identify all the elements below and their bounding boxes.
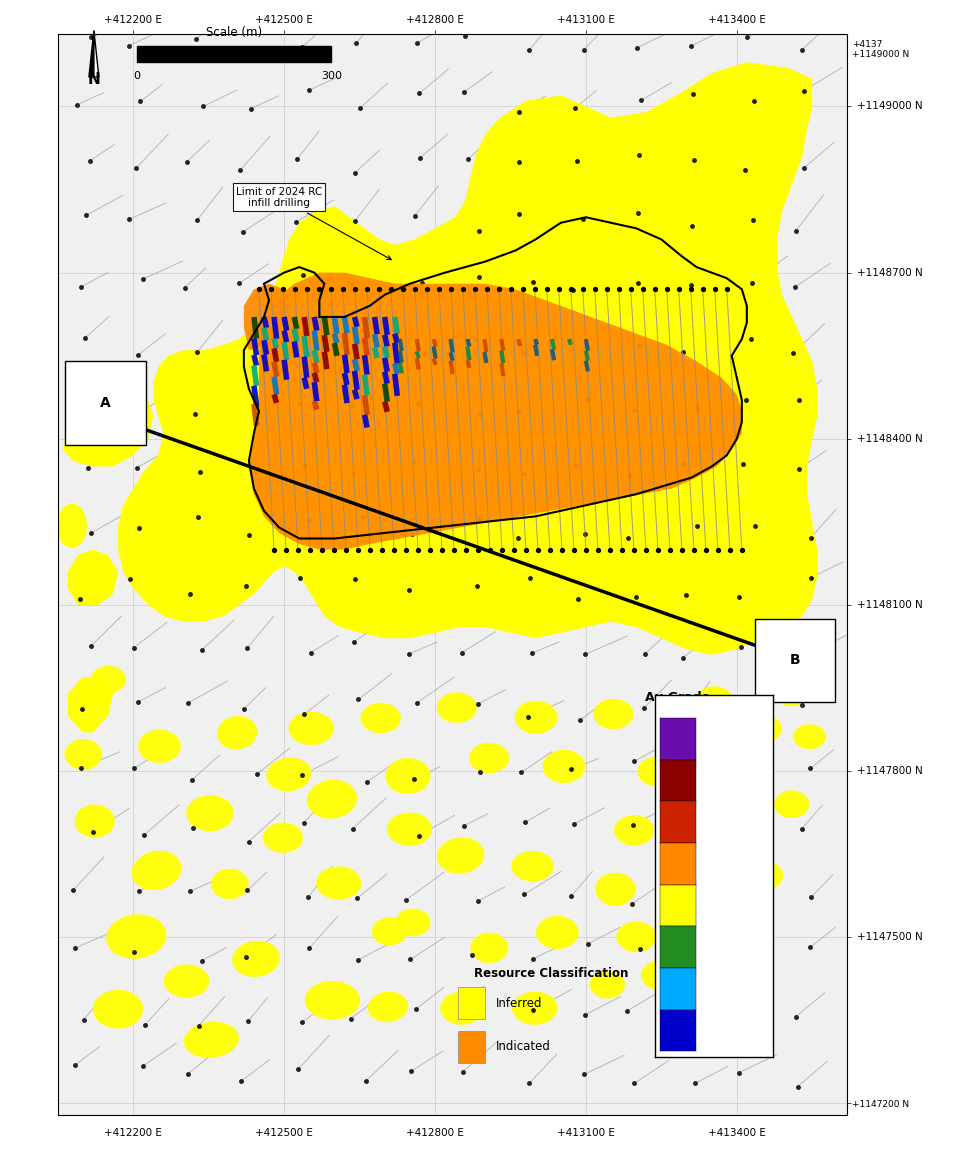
Ellipse shape xyxy=(664,902,710,935)
Ellipse shape xyxy=(688,954,730,987)
Text: Limit of 2024 RC
infill drilling: Limit of 2024 RC infill drilling xyxy=(236,186,391,260)
Ellipse shape xyxy=(595,872,636,905)
Text: +412800 E: +412800 E xyxy=(406,1128,464,1139)
Ellipse shape xyxy=(316,866,361,900)
Polygon shape xyxy=(63,384,153,466)
Ellipse shape xyxy=(164,964,209,997)
Text: 0.50 g/t: 0.50 g/t xyxy=(701,901,742,910)
Ellipse shape xyxy=(511,851,554,881)
Ellipse shape xyxy=(436,693,477,723)
Ellipse shape xyxy=(566,242,606,273)
Ellipse shape xyxy=(641,959,681,990)
Ellipse shape xyxy=(695,686,733,717)
Text: 300: 300 xyxy=(321,71,342,82)
Text: 1.50 g/t: 1.50 g/t xyxy=(701,776,742,786)
Text: +1147200 N: +1147200 N xyxy=(852,1100,910,1109)
Ellipse shape xyxy=(304,981,360,1019)
Ellipse shape xyxy=(289,712,334,745)
Ellipse shape xyxy=(132,850,182,890)
Polygon shape xyxy=(118,62,818,655)
Ellipse shape xyxy=(774,679,810,707)
Ellipse shape xyxy=(368,992,408,1023)
Ellipse shape xyxy=(774,791,809,818)
Ellipse shape xyxy=(664,874,709,908)
Text: 0.75 g/t: 0.75 g/t xyxy=(701,859,742,869)
Text: Au Grade: Au Grade xyxy=(645,692,711,704)
Text: +1148400 N: +1148400 N xyxy=(857,434,924,444)
Bar xyxy=(137,46,331,62)
Text: +412200 E: +412200 E xyxy=(104,1128,162,1139)
Text: Inferred: Inferred xyxy=(495,996,542,1010)
Text: 1.00 g/t: 1.00 g/t xyxy=(701,817,742,827)
Polygon shape xyxy=(89,31,94,77)
Text: Resource Classification: Resource Classification xyxy=(474,967,629,980)
Ellipse shape xyxy=(186,795,234,831)
Ellipse shape xyxy=(543,750,586,784)
Ellipse shape xyxy=(590,971,625,998)
Ellipse shape xyxy=(715,809,755,839)
Ellipse shape xyxy=(471,933,508,963)
Ellipse shape xyxy=(794,724,826,749)
Ellipse shape xyxy=(536,916,579,949)
Ellipse shape xyxy=(184,1021,239,1058)
Ellipse shape xyxy=(638,756,678,787)
Ellipse shape xyxy=(387,812,432,846)
Ellipse shape xyxy=(385,758,430,794)
Ellipse shape xyxy=(92,989,143,1028)
Text: +1149000 N: +1149000 N xyxy=(857,101,924,111)
Text: Scale (m): Scale (m) xyxy=(206,26,262,39)
Ellipse shape xyxy=(614,240,658,273)
Ellipse shape xyxy=(746,715,782,742)
Ellipse shape xyxy=(593,699,634,730)
Polygon shape xyxy=(67,549,118,606)
Ellipse shape xyxy=(211,869,248,900)
Text: +4137
+1149000 N: +4137 +1149000 N xyxy=(852,40,910,60)
Bar xyxy=(458,987,485,1019)
Ellipse shape xyxy=(267,757,311,791)
Polygon shape xyxy=(248,272,742,549)
Polygon shape xyxy=(244,284,289,350)
Ellipse shape xyxy=(57,503,87,548)
Ellipse shape xyxy=(217,716,257,749)
Text: +413100 E: +413100 E xyxy=(557,1128,614,1139)
Text: 0.20 g/t: 0.20 g/t xyxy=(701,984,742,994)
Ellipse shape xyxy=(232,941,280,977)
Text: +412500 E: +412500 E xyxy=(255,1128,313,1139)
Ellipse shape xyxy=(65,739,102,770)
Ellipse shape xyxy=(616,921,657,953)
Ellipse shape xyxy=(514,701,558,734)
Ellipse shape xyxy=(469,742,509,773)
Text: +1147800 N: +1147800 N xyxy=(857,766,924,776)
Ellipse shape xyxy=(74,804,115,838)
Text: B: B xyxy=(790,654,800,668)
Text: A: A xyxy=(100,395,111,410)
Ellipse shape xyxy=(512,992,558,1025)
Text: Indicated: Indicated xyxy=(495,1040,550,1054)
Ellipse shape xyxy=(372,918,407,946)
Ellipse shape xyxy=(472,259,517,294)
Text: +1147500 N: +1147500 N xyxy=(857,932,924,942)
Ellipse shape xyxy=(748,862,783,889)
Text: 3.00 g/t: 3.00 g/t xyxy=(701,734,742,743)
Ellipse shape xyxy=(307,780,357,818)
Text: 0.30 g/t: 0.30 g/t xyxy=(701,942,742,953)
Ellipse shape xyxy=(106,915,167,958)
Ellipse shape xyxy=(614,815,654,846)
Polygon shape xyxy=(94,31,99,77)
Text: 0: 0 xyxy=(133,71,140,82)
Ellipse shape xyxy=(138,730,181,763)
Ellipse shape xyxy=(395,909,430,936)
Ellipse shape xyxy=(91,665,126,694)
Ellipse shape xyxy=(263,823,303,853)
Text: +1148100 N: +1148100 N xyxy=(857,600,924,610)
Bar xyxy=(458,1031,485,1063)
Text: +1148700 N: +1148700 N xyxy=(857,268,924,278)
Text: +413400 E: +413400 E xyxy=(708,1128,766,1139)
Ellipse shape xyxy=(360,703,401,733)
Text: 0.10 g/t: 0.10 g/t xyxy=(701,1026,742,1035)
Text: N: N xyxy=(88,72,100,87)
Ellipse shape xyxy=(437,838,484,873)
Ellipse shape xyxy=(440,992,483,1025)
Polygon shape xyxy=(67,677,113,732)
